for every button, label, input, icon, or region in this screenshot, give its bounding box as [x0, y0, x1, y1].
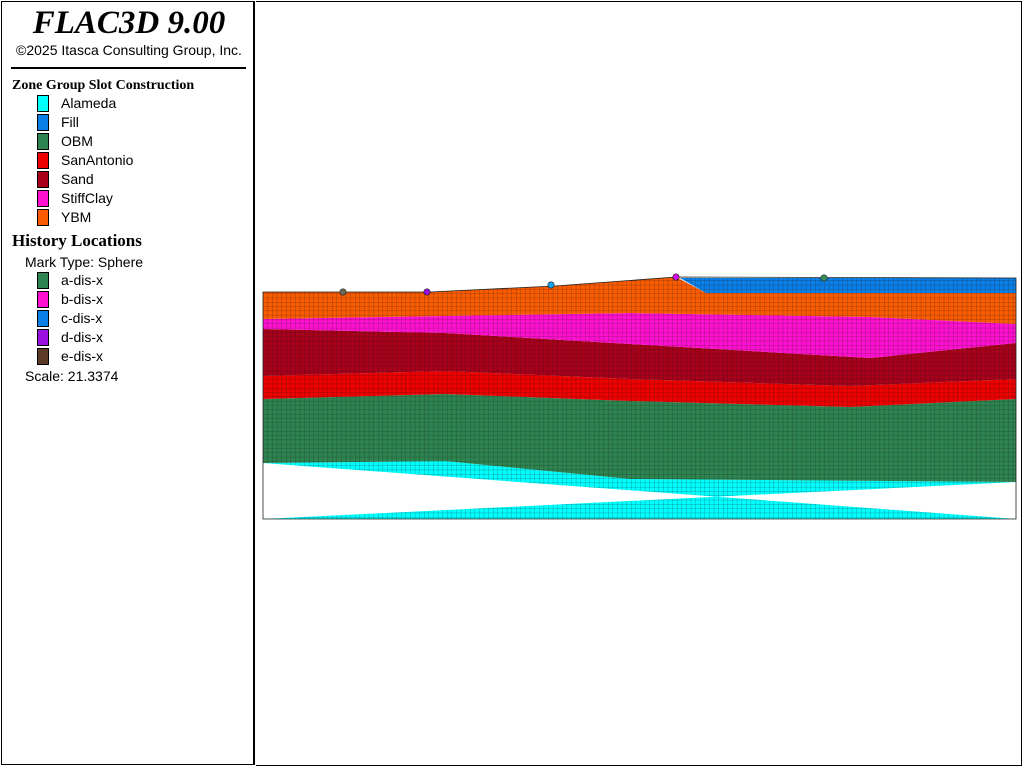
- history-point-b-dis-x[interactable]: [672, 273, 680, 281]
- zone-mesh-alameda: [263, 461, 1016, 519]
- swatch-c-dis-x: [37, 310, 49, 327]
- swatch-e-dis-x: [37, 348, 49, 365]
- app-title: FLAC3D 9.00: [32, 5, 226, 41]
- swatch-d-dis-x: [37, 329, 49, 346]
- zone-group-label: StiffClay: [61, 190, 113, 206]
- history-point-e-dis-x[interactable]: [339, 288, 347, 296]
- swatch-a-dis-x: [37, 272, 49, 289]
- zone-group-item-stiffclay: StiffClay: [2, 189, 252, 208]
- zone-group-item-ybm: YBM: [2, 208, 252, 227]
- zone-mesh-obm: [263, 394, 1016, 482]
- zone-group-label: Alameda: [61, 95, 117, 111]
- copyright-text: ©2025 Itasca Consulting Group, Inc.: [16, 42, 242, 58]
- history-item-d-dis-x: d-dis-x: [2, 328, 252, 347]
- history-label: b-dis-x: [61, 291, 104, 307]
- swatch-sanantonio: [37, 152, 49, 169]
- zone-group-item-alameda: Alameda: [2, 94, 252, 113]
- zone-mesh-ybm: [263, 277, 1016, 324]
- zone-group-label: Sand: [61, 171, 94, 187]
- history-item-e-dis-x: e-dis-x: [2, 347, 252, 366]
- swatch-sand: [37, 171, 49, 188]
- model-plot[interactable]: [256, 2, 1021, 766]
- zone-group-item-sand: Sand: [2, 170, 252, 189]
- zone-mesh-fill: [680, 278, 1016, 293]
- zone-group-legend-title: Zone Group Slot Construction: [12, 78, 195, 93]
- swatch-stiffclay: [37, 190, 49, 207]
- zone-mesh-stiffclay: [263, 313, 1016, 358]
- zone-mesh-sanantonio: [263, 371, 1016, 407]
- swatch-alameda: [37, 95, 49, 112]
- mark-type-text: Mark Type: Sphere: [25, 254, 144, 270]
- history-item-c-dis-x: c-dis-x: [2, 309, 252, 328]
- history-point-a-dis-x[interactable]: [820, 274, 828, 282]
- swatch-obm: [37, 133, 49, 150]
- history-point-d-dis-x[interactable]: [423, 288, 431, 296]
- swatch-fill: [37, 114, 49, 131]
- zone-group-label: OBM: [61, 133, 93, 149]
- history-label: e-dis-x: [61, 348, 104, 364]
- zone-group-label: SanAntonio: [61, 152, 134, 168]
- scale-text: Scale: 21.3374: [25, 368, 119, 384]
- zone-group-item-sanantonio: SanAntonio: [2, 151, 252, 170]
- history-label: a-dis-x: [61, 272, 104, 288]
- zone-group-label: YBM: [61, 209, 92, 225]
- history-point-c-dis-x[interactable]: [547, 281, 555, 289]
- history-label: d-dis-x: [61, 329, 104, 345]
- swatch-ybm: [37, 209, 49, 226]
- zone-group-label: Fill: [61, 114, 79, 130]
- zone-group-item-fill: Fill: [2, 113, 252, 132]
- model-outline: [262, 276, 1017, 520]
- history-locations-title: History Locations: [12, 231, 142, 250]
- history-item-a-dis-x: a-dis-x: [2, 271, 252, 290]
- history-item-b-dis-x: b-dis-x: [2, 290, 252, 309]
- legend-divider: [11, 67, 246, 69]
- legend-panel: FLAC3D 9.00 ©2025 Itasca Consulting Grou…: [1, 1, 255, 765]
- swatch-b-dis-x: [37, 291, 49, 308]
- zone-group-item-obm: OBM: [2, 132, 252, 151]
- model-viewport[interactable]: [256, 1, 1022, 766]
- history-label: c-dis-x: [61, 310, 103, 326]
- zone-mesh-sand: [263, 329, 1016, 386]
